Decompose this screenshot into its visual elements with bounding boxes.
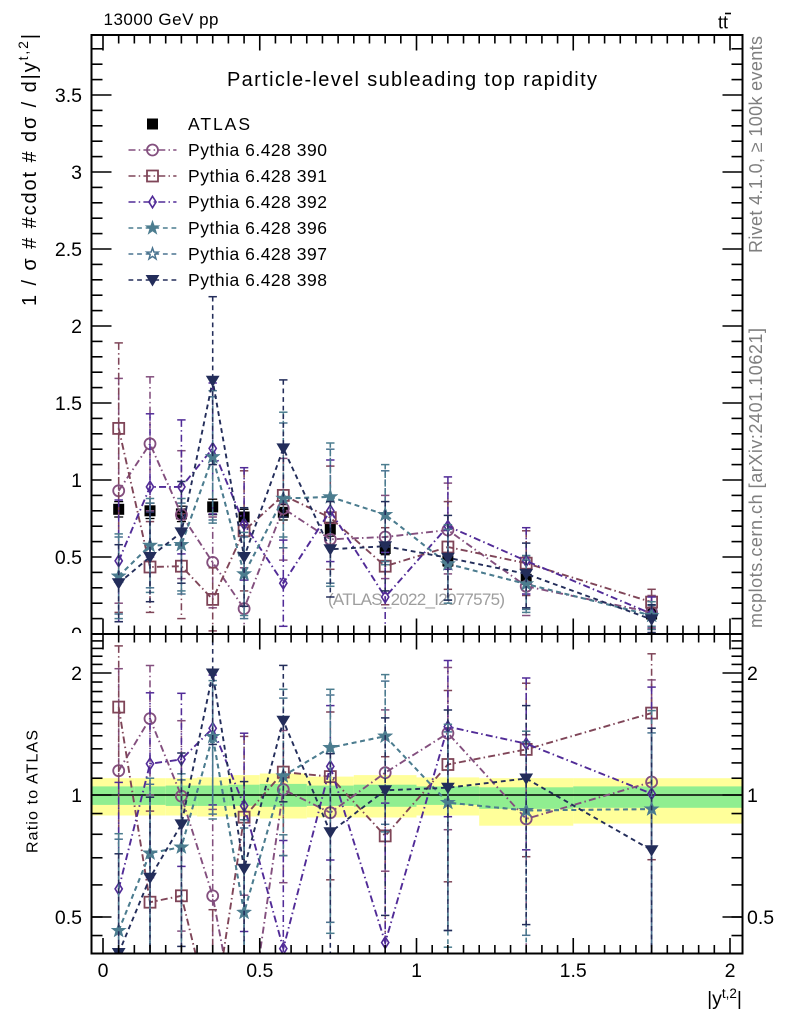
svg-text:Pythia 6.428 398: Pythia 6.428 398 — [188, 270, 327, 290]
svg-text:2: 2 — [71, 316, 82, 338]
svg-text:3.5: 3.5 — [55, 85, 82, 107]
svg-text:0: 0 — [98, 960, 109, 982]
svg-text:mcplots.cern.ch [arXiv:2401.10: mcplots.cern.ch [arXiv:2401.10621] — [746, 328, 766, 628]
svg-text:Pythia 6.428 392: Pythia 6.428 392 — [188, 192, 327, 212]
svg-text:13000 GeV pp: 13000 GeV pp — [104, 10, 219, 29]
svg-text:tt: tt — [718, 13, 728, 33]
svg-text:1.5: 1.5 — [55, 393, 82, 415]
svg-text:Particle-level subleading top: Particle-level subleading top rapidity — [227, 69, 597, 91]
svg-text:0.5: 0.5 — [55, 907, 82, 929]
svg-text:1.5: 1.5 — [560, 960, 587, 982]
svg-text:(ATLAS_2022_I2077575): (ATLAS_2022_I2077575) — [328, 590, 505, 609]
svg-text:1: 1 — [411, 960, 422, 982]
svg-text:Rivet 4.1.0, ≥ 100k events: Rivet 4.1.0, ≥ 100k events — [746, 36, 766, 253]
svg-text:1: 1 — [71, 785, 82, 807]
svg-text:0: 0 — [71, 624, 82, 646]
svg-text:Pythia 6.428 396: Pythia 6.428 396 — [188, 218, 327, 238]
svg-text:Pythia 6.428 390: Pythia 6.428 390 — [188, 140, 327, 160]
svg-text:1: 1 — [747, 785, 758, 807]
svg-text:2: 2 — [71, 663, 82, 685]
svg-text:Ratio to ATLAS: Ratio to ATLAS — [25, 730, 42, 853]
svg-text:0.5: 0.5 — [747, 907, 774, 929]
svg-text:Pythia 6.428 391: Pythia 6.428 391 — [188, 166, 327, 186]
svg-text:ATLAS: ATLAS — [188, 114, 250, 134]
svg-text:3: 3 — [71, 162, 82, 184]
svg-text:2: 2 — [725, 960, 736, 982]
svg-text:0.5: 0.5 — [246, 960, 273, 982]
svg-text:1 / σ # #cdot # dσ / d|yt,2|: 1 / σ # #cdot # dσ / d|yt,2| — [15, 32, 41, 306]
svg-text:0.5: 0.5 — [55, 547, 82, 569]
svg-text:2.5: 2.5 — [55, 239, 82, 261]
svg-text:Pythia 6.428 397: Pythia 6.428 397 — [188, 244, 327, 264]
svg-text:2: 2 — [747, 663, 758, 685]
svg-text:1: 1 — [71, 470, 82, 492]
